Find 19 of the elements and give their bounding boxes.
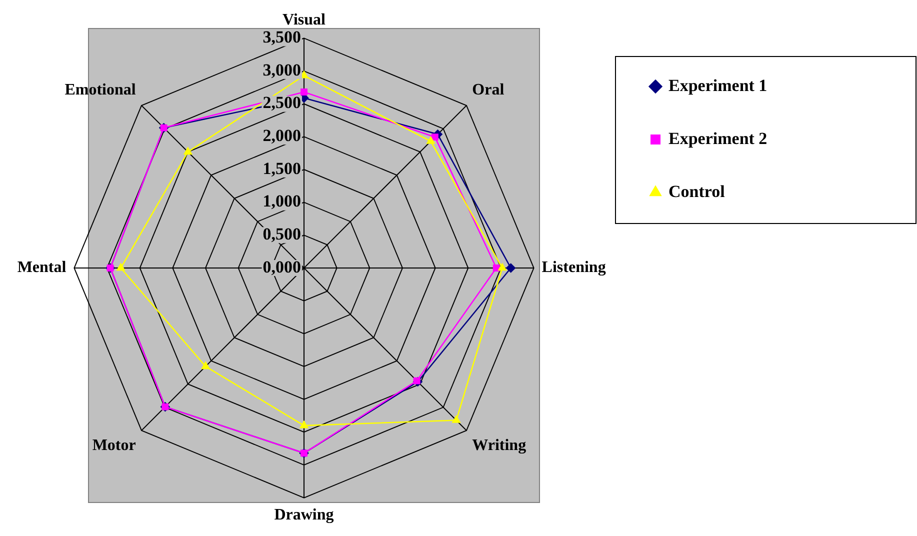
spoke-label: Motor (92, 436, 136, 454)
legend-label: Experiment 2 (668, 128, 768, 148)
y-tick-label: 3,000 (262, 60, 301, 80)
spoke-label: Mental (17, 259, 67, 276)
y-tick-label: 3,500 (262, 28, 301, 47)
y-tick-label: 1,500 (262, 158, 301, 178)
y-tick-label: 2,500 (262, 93, 301, 112)
spoke-label: Drawing (274, 506, 334, 524)
legend-label: Experiment 1 (668, 76, 768, 95)
spoke-label: Oral (472, 81, 505, 98)
y-tick-label: 2,000 (262, 126, 301, 146)
legend-label: Control (668, 182, 726, 201)
spoke-label: Writing (472, 436, 526, 454)
spoke-label: Listening (542, 259, 606, 276)
y-tick-label: 1,000 (262, 192, 301, 211)
y-tick-label: 0,500 (262, 224, 301, 244)
spoke-label: Emotional (64, 81, 136, 98)
y-tick-label: 0,000 (262, 257, 301, 276)
spoke-label: Visual (282, 12, 326, 29)
